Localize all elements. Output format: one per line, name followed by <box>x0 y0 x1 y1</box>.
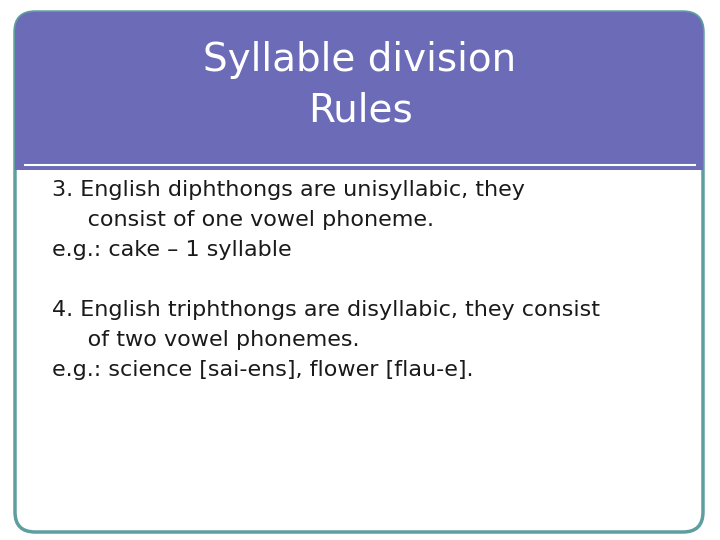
Text: e.g.: science [sai-ens], flower [flau-e].: e.g.: science [sai-ens], flower [flau-e]… <box>52 360 474 380</box>
FancyBboxPatch shape <box>15 12 703 532</box>
Text: 4. English triphthongs are disyllabic, they consist: 4. English triphthongs are disyllabic, t… <box>52 300 600 320</box>
Text: consist of one vowel phoneme.: consist of one vowel phoneme. <box>52 210 434 230</box>
Text: 3. English diphthongs are unisyllabic, they: 3. English diphthongs are unisyllabic, t… <box>52 180 525 200</box>
Text: Syllable division: Syllable division <box>204 41 516 79</box>
FancyBboxPatch shape <box>15 12 703 170</box>
Bar <box>15 150 703 170</box>
Text: of two vowel phonemes.: of two vowel phonemes. <box>52 330 359 350</box>
Text: e.g.: cake – 1 syllable: e.g.: cake – 1 syllable <box>52 240 292 260</box>
Text: Rules: Rules <box>307 91 413 129</box>
